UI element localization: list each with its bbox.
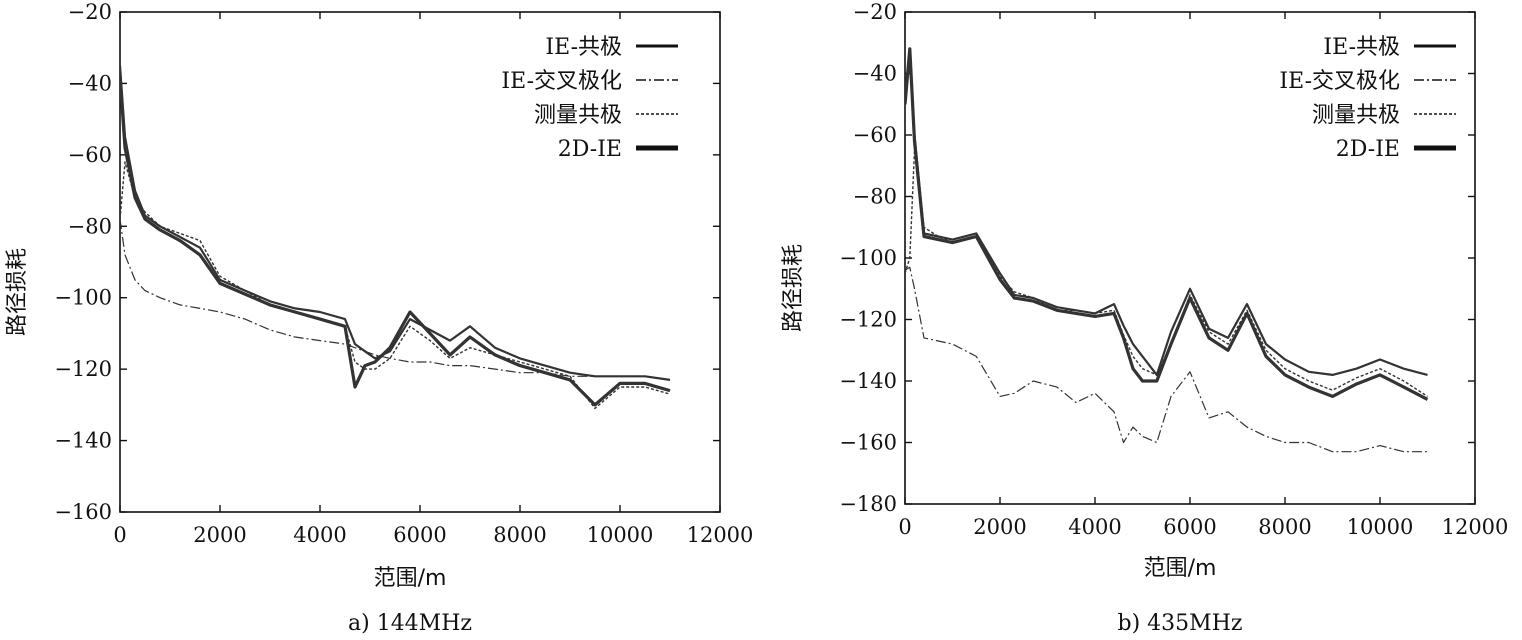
y-tick-label: −60 [68,143,112,167]
x-axis-label: 范围/m [1144,556,1217,581]
x-tick-label: 6000 [1163,515,1216,539]
legend-label: 2D-IE [558,137,622,162]
x-tick-label: 12000 [1442,515,1509,539]
x-tick-label: 4000 [1068,515,1121,539]
series-line-4 [905,47,1429,401]
legend-label: IE-共极 [545,35,622,60]
y-tick-label: −20 [68,0,112,24]
y-tick-label: −80 [853,185,897,209]
y-tick-label: −40 [68,71,112,95]
y-tick-label: −20 [853,0,897,24]
series-line-2 [120,219,671,381]
y-tick-label: −100 [54,286,112,310]
y-tick-label: −80 [68,214,112,238]
legend-label: IE-交叉极化 [1279,69,1400,94]
x-tick-label: 0 [113,523,126,547]
series-line-1 [905,56,1428,376]
legend-label: IE-交叉极化 [501,69,622,94]
series-line-3 [120,161,671,410]
y-tick-label: −40 [853,62,897,86]
panel-caption: b) 435MHz [1118,611,1243,636]
y-tick-label: −160 [54,500,112,524]
x-tick-label: 0 [898,515,911,539]
x-axis-label: 范围/m [374,566,447,591]
x-tick-label: 10000 [587,523,654,547]
series-line-4 [120,76,671,407]
y-tick-label: −140 [839,369,897,393]
chart-panel-2: 0 2000 4000 6000 8000 10000 12000 −20 −40 −60 −80 −… [781,0,1508,636]
y-tick-label: −60 [853,123,897,147]
x-tick-label: 2000 [973,515,1026,539]
legend-label: 测量共极 [1312,103,1400,128]
legend-label: IE-共极 [1323,35,1400,60]
y-tick-label: −180 [839,492,897,516]
y-tick-label: −100 [839,246,897,270]
y-axis-label: 路径损耗 [781,244,806,332]
legend-label: 测量共极 [534,103,622,128]
y-tick-label: −120 [839,308,897,332]
y-tick-label: −160 [839,431,897,455]
x-tick-label: 10000 [1347,515,1414,539]
y-tick-label: −120 [54,357,112,381]
x-tick-label: 12000 [687,523,754,547]
chart-panel-1: 0 2000 4000 6000 8000 10000 12000 −20 −40 −60 −80 −… [5,0,753,636]
x-tick-label: 2000 [193,523,246,547]
y-axis-label: 路径损耗 [5,248,30,336]
y-tick-label: −140 [54,429,112,453]
x-tick-label: 4000 [293,523,346,547]
x-tick-label: 8000 [1258,515,1311,539]
series-line-2 [905,266,1428,453]
panel-caption: a) 144MHz [348,611,472,636]
legend-label: 2D-IE [1336,137,1400,162]
x-tick-label: 6000 [393,523,446,547]
x-tick-label: 8000 [493,523,546,547]
